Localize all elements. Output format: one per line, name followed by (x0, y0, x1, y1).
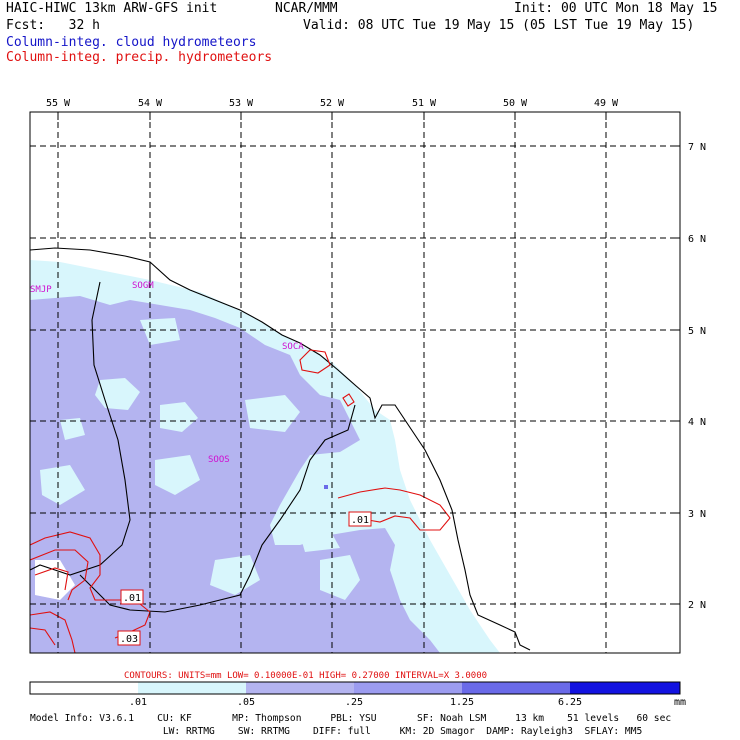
lat-label: 2 N (688, 600, 706, 611)
cloud-hole-8 (320, 555, 360, 600)
lon-label: 54 W (138, 98, 163, 109)
colorbar (29, 681, 681, 695)
contour-label: .01 (123, 593, 141, 604)
station-label: SMJP (30, 285, 52, 295)
lon-label: 55 W (46, 98, 71, 109)
lat-label: 7 N (688, 142, 706, 153)
lon-label: 49 W (594, 98, 619, 109)
lon-label: 51 W (412, 98, 437, 109)
cloud-hole-12 (360, 450, 395, 485)
colorbar-unit: mm (674, 697, 686, 708)
cloud-hole-5 (40, 465, 85, 505)
cloud-hole-9 (300, 530, 340, 552)
colorbar-tick: .05 (237, 697, 255, 708)
init-time: Init: 00 UTC Mon 18 May 15 (514, 1, 718, 16)
lon-label: 53 W (229, 98, 254, 109)
station-label: SOGM (132, 281, 154, 291)
field-label-precip: Column-integ. precip. hydrometeors (6, 50, 273, 65)
lat-label: 3 N (688, 509, 706, 520)
footer-model-info-2: LW: RRTMG SW: RRTMG DIFF: full KM: 2D Sm… (30, 726, 642, 737)
field-label-cloud: Column-integ. cloud hydrometeors (6, 35, 257, 50)
cloud-hole-2 (160, 402, 198, 432)
lon-label: 50 W (503, 98, 528, 109)
cloud-hole-11 (210, 555, 260, 595)
lat-label: 5 N (688, 326, 706, 337)
coastline (30, 247, 531, 651)
frame-ticks (57, 112, 680, 605)
colorbar-tick: 1.25 (450, 697, 474, 708)
cloud-shade-dark (324, 485, 328, 489)
contour-label-box (348, 511, 372, 527)
forecast-hour: Fcst: 32 h (6, 18, 100, 33)
valid-time: Valid: 08 UTC Tue 19 May 15 (05 LST Tue … (303, 18, 695, 33)
contour-label: .01 (351, 515, 369, 526)
cloud-hole-6 (155, 455, 200, 495)
colorbar-tick: .25 (345, 697, 363, 708)
cloud-hole-1 (95, 378, 140, 410)
shaded-cloud-field (30, 247, 531, 653)
lat-label: 4 N (688, 417, 706, 428)
colorbar-tick: 6.25 (558, 697, 582, 708)
footer-model-info: Model Info: V3.6.1 CU: KF MP: Thompson P… (30, 713, 671, 724)
lon-label: 52 W (320, 98, 345, 109)
cloud-hole-4 (60, 418, 85, 440)
station-label: SOCA (282, 342, 304, 352)
contour-label-box (120, 589, 144, 605)
colorbar-tick: .01 (129, 697, 147, 708)
station-label: SOOS (208, 455, 230, 465)
contour-info: CONTOURS: UNITS=mm LOW= 0.10000E-01 HIGH… (124, 671, 487, 681)
lat-label: 6 N (688, 234, 706, 245)
org-label: NCAR/MMM (275, 1, 338, 16)
cloud-hole-3 (245, 395, 300, 432)
precip-contours (30, 349, 451, 653)
map-frame (29, 111, 681, 654)
contour-label-box (117, 630, 141, 646)
model-title: HAIC-HIWC 13km ARW-GFS init (6, 1, 218, 16)
contour-label: .03 (120, 634, 138, 645)
